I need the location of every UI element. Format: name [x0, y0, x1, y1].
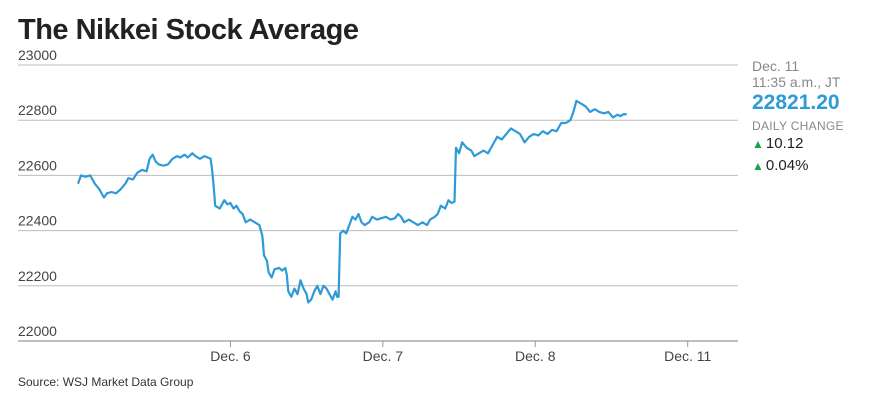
x-axis-ticks: Dec. 6 Dec. 7 Dec. 8 Dec. 11	[210, 341, 712, 364]
quote-time: 11:35 a.m., JT	[752, 74, 841, 90]
y-tick-label: 22200	[18, 268, 57, 284]
source-note: Source: WSJ Market Data Group	[18, 375, 194, 389]
y-axis-ticks: 22000 22200 22400 22600 22800 23000	[18, 47, 57, 339]
y-tick-label: 22800	[18, 102, 57, 118]
change-points: 10.12	[765, 135, 804, 152]
y-tick-label: 22000	[18, 323, 57, 339]
up-triangle-icon: ▲	[752, 137, 764, 151]
daily-change-label: DAILY CHANGE	[752, 119, 844, 133]
x-tick-label: Dec. 8	[515, 348, 556, 364]
series-line-nikkei	[76, 99, 627, 304]
y-tick-label: 22600	[18, 157, 57, 173]
quote-panel: Dec. 11 11:35 a.m., JT 22821.20 DAILY CH…	[752, 58, 870, 177]
chart-title: The Nikkei Stock Average	[18, 14, 359, 46]
up-triangle-icon: ▲	[752, 159, 764, 173]
y-tick-label: 23000	[18, 47, 57, 63]
y-tick-label: 22400	[18, 213, 57, 229]
x-tick-label: Dec. 7	[363, 348, 404, 364]
change-points-row: ▲ 10.12	[752, 133, 870, 155]
quote-price: 22821.20	[752, 91, 840, 114]
grid-lines	[18, 64, 738, 287]
x-tick-label: Dec. 6	[210, 348, 251, 364]
quote-date: Dec. 11	[752, 58, 800, 74]
change-percent-row: ▲ 0.04%	[752, 155, 870, 177]
change-percent: 0.04%	[765, 157, 809, 174]
x-tick-label: Dec. 11	[664, 348, 711, 364]
